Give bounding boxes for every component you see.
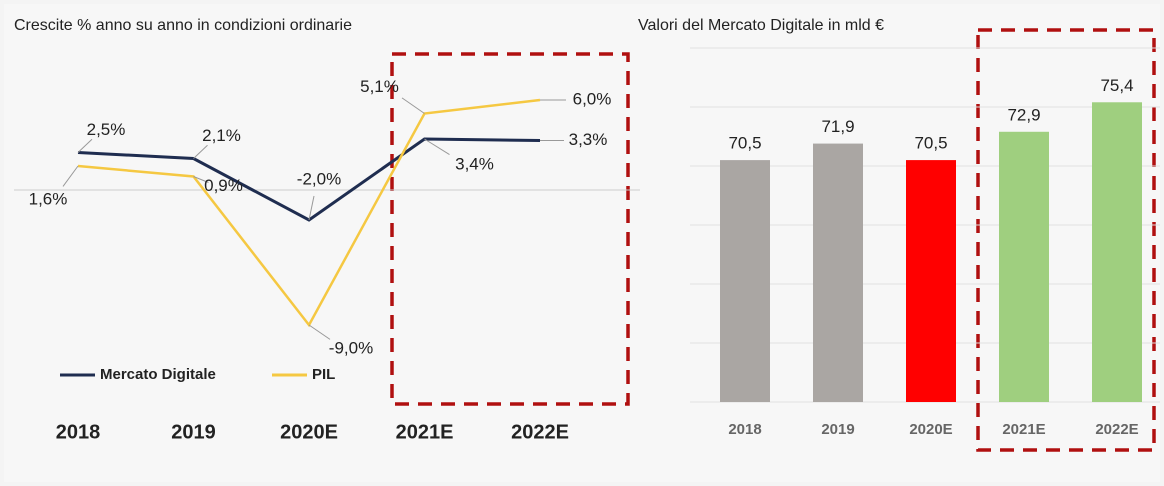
bar	[720, 160, 770, 402]
leader-line	[193, 176, 209, 183]
bar	[906, 160, 956, 402]
x-tick-label: 2018	[56, 421, 101, 443]
data-label: 70,5	[914, 134, 947, 153]
data-label: 72,9	[1007, 105, 1040, 124]
data-label: 2,1%	[202, 126, 241, 145]
data-label: -9,0%	[329, 338, 373, 357]
leader-line	[401, 97, 425, 114]
chart-title: Crescite % anno su anno in condizioni or…	[14, 17, 352, 34]
x-tick-label: 2019	[821, 421, 854, 438]
x-tick-label: 2018	[728, 421, 761, 438]
data-label: 75,4	[1100, 76, 1133, 95]
data-label: 1,6%	[29, 189, 68, 208]
data-label: 6,0%	[573, 89, 612, 108]
legend-label: PIL	[312, 366, 335, 383]
bar	[999, 131, 1049, 402]
data-label: 71,9	[821, 117, 854, 136]
x-tick-label: 2021E	[396, 421, 454, 443]
leader-line	[308, 195, 315, 221]
x-tick-label: 2019	[171, 421, 216, 443]
chart-title: Valori del Mercato Digitale in mld €	[638, 17, 884, 34]
leader-line	[77, 138, 93, 153]
leader-line	[193, 144, 208, 159]
leader-line	[62, 165, 79, 187]
leader-line	[308, 324, 331, 340]
bar	[1092, 102, 1142, 402]
data-label: -2,0%	[297, 169, 341, 188]
x-tick-label: 2022E	[511, 421, 569, 443]
forecast-box	[390, 52, 630, 406]
data-label: 70,5	[728, 134, 761, 153]
data-label: 3,3%	[569, 130, 608, 149]
x-tick-label: 2020E	[280, 421, 338, 443]
data-label: 0,9%	[204, 176, 243, 195]
x-tick-label: 2020E	[909, 421, 952, 438]
x-tick-label: 2021E	[1002, 421, 1045, 438]
data-label: 5,1%	[360, 77, 399, 96]
leader-line	[424, 138, 450, 156]
legend-label: Mercato Digitale	[100, 366, 216, 383]
data-label: 3,4%	[455, 154, 494, 173]
bar	[813, 143, 863, 402]
panel	[4, 4, 1160, 482]
data-label: 2,5%	[87, 120, 126, 139]
x-tick-label: 2022E	[1095, 421, 1138, 438]
